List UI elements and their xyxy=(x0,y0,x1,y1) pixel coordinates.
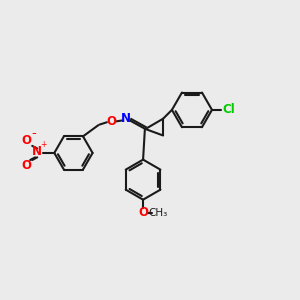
Text: Cl: Cl xyxy=(222,103,235,116)
Text: O: O xyxy=(106,115,117,128)
Text: CH₃: CH₃ xyxy=(149,208,168,218)
Text: -: - xyxy=(31,127,36,140)
Text: +: + xyxy=(40,140,46,149)
Text: N: N xyxy=(121,112,131,124)
Text: O: O xyxy=(21,159,31,172)
Text: N: N xyxy=(32,145,42,158)
Text: O: O xyxy=(138,206,148,219)
Text: O: O xyxy=(21,134,31,147)
